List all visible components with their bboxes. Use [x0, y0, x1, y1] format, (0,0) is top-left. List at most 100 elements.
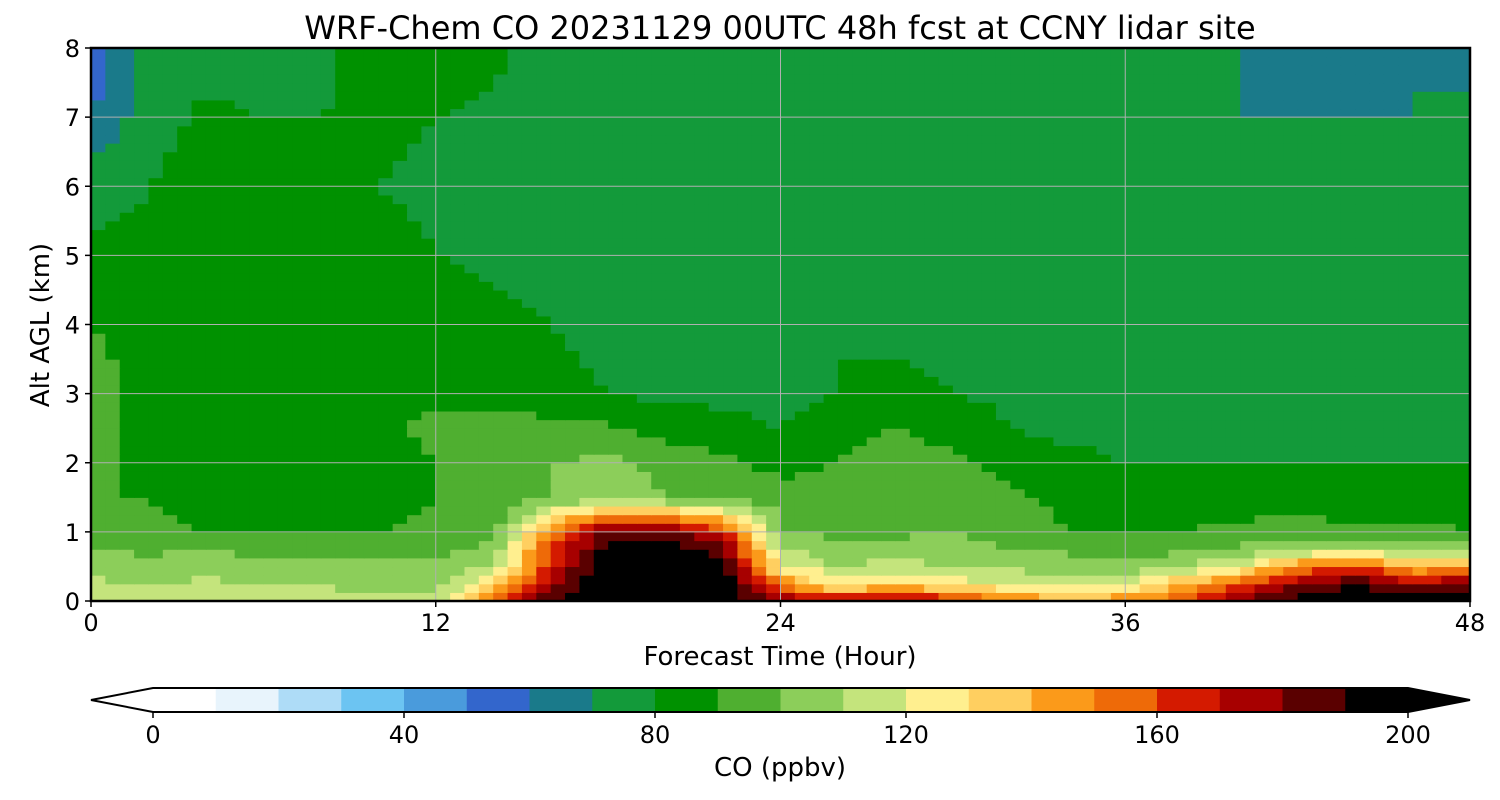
- heatmap-cell: [421, 523, 437, 533]
- heatmap-cell: [1197, 220, 1213, 231]
- heatmap-cell: [924, 177, 940, 187]
- heatmap-cell: [292, 151, 308, 161]
- heatmap-cell: [292, 583, 308, 593]
- heatmap-cell: [234, 367, 250, 377]
- heatmap-cell: [1311, 341, 1327, 352]
- heatmap-cell: [407, 445, 422, 455]
- heatmap-cell: [909, 514, 925, 524]
- heatmap-cell: [1268, 238, 1284, 248]
- heatmap-cell: [1326, 298, 1342, 308]
- heatmap-cell: [565, 220, 580, 231]
- heatmap-cell: [220, 177, 236, 187]
- heatmap-cell: [938, 454, 954, 464]
- heatmap-cell: [723, 488, 738, 498]
- heatmap-cell: [565, 168, 580, 179]
- heatmap-cell: [1110, 186, 1126, 196]
- heatmap-cell: [1225, 186, 1241, 196]
- heatmap-cell: [694, 393, 710, 403]
- heatmap-cell: [565, 505, 580, 516]
- heatmap-cell: [464, 238, 480, 248]
- heatmap-cell: [852, 557, 868, 568]
- heatmap-cell: [1254, 583, 1270, 593]
- heatmap-cell: [1182, 350, 1198, 360]
- heatmap-cell: [1297, 168, 1313, 179]
- heatmap-cell: [550, 454, 566, 464]
- heatmap-cell: [292, 566, 308, 576]
- heatmap-cell: [565, 393, 580, 403]
- heatmap-cell: [1326, 315, 1342, 326]
- heatmap-cell: [995, 471, 1011, 481]
- heatmap-cell: [493, 462, 509, 472]
- heatmap-cell: [651, 255, 667, 265]
- heatmap-cell: [1254, 272, 1270, 282]
- heatmap-cell: [1153, 488, 1169, 498]
- heatmap-cell: [536, 350, 552, 360]
- heatmap-cell: [967, 497, 983, 507]
- heatmap-cell: [794, 289, 810, 300]
- heatmap-cell: [967, 575, 983, 585]
- heatmap-cell: [1297, 462, 1313, 472]
- heatmap-cell: [220, 298, 236, 308]
- heatmap-cell: [1096, 186, 1112, 196]
- heatmap-cell: [234, 592, 250, 601]
- heatmap-cell: [148, 497, 164, 507]
- heatmap-cell: [320, 341, 336, 352]
- heatmap-cell: [708, 281, 724, 291]
- heatmap-cell: [895, 151, 911, 161]
- heatmap-cell: [981, 454, 997, 464]
- heatmap-cell: [507, 160, 523, 170]
- heatmap-cell: [105, 454, 121, 464]
- heatmap-cell: [995, 523, 1011, 533]
- heatmap-cell: [134, 488, 150, 498]
- heatmap-cell: [119, 341, 135, 352]
- heatmap-cell: [205, 177, 221, 187]
- heatmap-cell: [1039, 333, 1055, 343]
- heatmap-cell: [1110, 315, 1126, 326]
- heatmap-cell: [938, 592, 954, 601]
- heatmap-cell: [1383, 220, 1399, 231]
- heatmap-cell: [450, 514, 466, 524]
- heatmap-cell: [665, 419, 681, 429]
- heatmap-cell: [1426, 523, 1442, 533]
- heatmap-cell: [1455, 272, 1470, 282]
- heatmap-cell: [1139, 480, 1155, 490]
- heatmap-cell: [1254, 480, 1270, 490]
- heatmap-cell: [1455, 315, 1470, 326]
- heatmap-cell: [1197, 324, 1213, 334]
- heatmap-cell: [292, 203, 308, 213]
- heatmap-cell: [909, 488, 925, 498]
- heatmap-cell: [852, 246, 868, 256]
- heatmap-cell: [335, 419, 351, 429]
- heatmap-cell: [952, 531, 968, 542]
- heatmap-cell: [1369, 212, 1385, 222]
- heatmap-cell: [1326, 454, 1342, 464]
- heatmap-cell: [521, 264, 537, 274]
- heatmap-cell: [464, 229, 480, 239]
- heatmap-cell: [1355, 333, 1371, 343]
- heatmap-cell: [277, 186, 293, 196]
- heatmap-cell: [1412, 523, 1428, 533]
- heatmap-cell: [909, 505, 925, 516]
- heatmap-cell: [737, 229, 753, 239]
- heatmap-cell: [1211, 307, 1227, 317]
- heatmap-cell: [608, 462, 624, 472]
- heatmap-cell: [679, 583, 695, 593]
- heatmap-cell: [320, 315, 336, 326]
- heatmap-cell: [1153, 168, 1169, 179]
- heatmap-cell: [119, 462, 135, 472]
- heatmap-cell: [162, 359, 178, 369]
- heatmap-cell: [134, 194, 150, 205]
- heatmap-cell: [162, 583, 178, 593]
- heatmap-cell: [521, 480, 537, 490]
- heatmap-cell: [292, 445, 308, 455]
- heatmap-cell: [1182, 168, 1198, 179]
- heatmap-cell: [277, 298, 293, 308]
- heatmap-cell: [766, 540, 782, 550]
- heatmap-cell: [191, 428, 207, 438]
- heatmap-cell: [1211, 298, 1227, 308]
- heatmap-cell: [536, 531, 552, 542]
- heatmap-cell: [780, 255, 796, 265]
- heatmap-cell: [1010, 566, 1026, 576]
- heatmap-cell: [1412, 583, 1428, 593]
- heatmap-cell: [1153, 540, 1169, 550]
